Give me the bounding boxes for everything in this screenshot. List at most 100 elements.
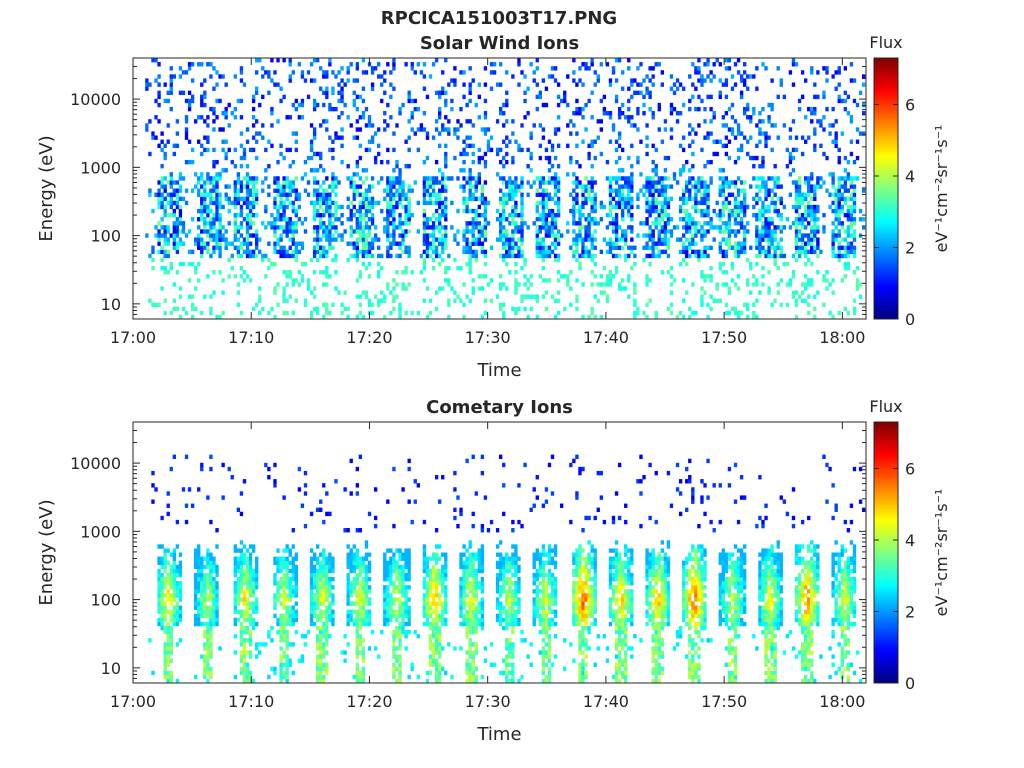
heatmap-cell [724, 253, 729, 259]
heatmap-cell [596, 298, 600, 303]
heatmap-cell [575, 180, 579, 185]
heatmap-cell [474, 225, 478, 230]
heatmap-cell [569, 159, 573, 165]
heatmap-cell [605, 294, 610, 299]
heatmap-cell [682, 164, 686, 169]
heatmap-cell [621, 176, 625, 181]
heatmap-cell [230, 265, 234, 271]
heatmap-cell [499, 176, 503, 181]
heatmap-cell [255, 192, 259, 197]
heatmap-cell [166, 678, 170, 684]
heatmap-cell [166, 674, 170, 680]
heatmap-cell [590, 241, 594, 246]
heatmap-cell [297, 217, 302, 222]
heatmap-cell [721, 115, 725, 120]
heatmap-cell [471, 78, 475, 83]
heatmap-cell [395, 176, 399, 181]
heatmap-cell [166, 225, 170, 230]
heatmap-cell [212, 564, 216, 570]
heatmap-cell [627, 253, 631, 259]
heatmap-cell [733, 200, 738, 206]
heatmap-cell [715, 298, 719, 303]
heatmap-cell [184, 127, 189, 132]
heatmap-cell [251, 115, 256, 120]
heatmap-cell [767, 119, 771, 124]
heatmap-cell [660, 204, 664, 210]
heatmap-cell [218, 221, 222, 226]
heatmap-cell [398, 221, 402, 226]
heatmap-cell [721, 221, 725, 226]
heatmap-cell [819, 123, 823, 128]
heatmap-cell [334, 225, 338, 230]
heatmap-cell [767, 229, 771, 234]
heatmap-cell [810, 188, 814, 193]
heatmap-cell [419, 70, 424, 75]
heatmap-cell [233, 560, 237, 566]
heatmap-cell [727, 192, 732, 197]
heatmap-cell [727, 225, 732, 230]
heatmap-cell [367, 119, 372, 124]
heatmap-cell [712, 298, 716, 303]
heatmap-cell [758, 217, 762, 222]
heatmap-cell [325, 200, 329, 206]
heatmap-cell [578, 184, 582, 189]
heatmap-cell [483, 253, 488, 259]
colorbar-segment [874, 97, 898, 100]
heatmap-cell [434, 176, 439, 181]
heatmap-cell [233, 556, 237, 561]
heatmap-cell [822, 94, 826, 100]
heatmap-cell [688, 245, 692, 250]
heatmap-cell [349, 212, 353, 218]
heatmap-cell [810, 66, 814, 71]
heatmap-cell [239, 629, 244, 635]
colorbar-segment [874, 279, 898, 283]
heatmap-cell [373, 155, 378, 161]
heatmap-cell [239, 650, 244, 655]
heatmap-cell [312, 131, 317, 136]
heatmap-cell [209, 310, 213, 316]
heatmap-cell [553, 233, 558, 238]
heatmap-cell [505, 196, 509, 202]
heatmap-cell [245, 176, 250, 181]
heatmap-cell [300, 102, 305, 108]
heatmap-cell [200, 576, 204, 582]
heatmap-cell [166, 650, 170, 655]
heatmap-cell [639, 90, 643, 96]
heatmap-cell [279, 658, 283, 663]
heatmap-cell [285, 638, 289, 643]
heatmap-cell [178, 572, 183, 578]
heatmap-cell [172, 548, 176, 553]
heatmap-cell [810, 119, 814, 124]
heatmap-cell [575, 111, 579, 116]
heatmap-cell [846, 188, 851, 193]
heatmap-cell [194, 593, 198, 598]
heatmap-cell [462, 176, 466, 181]
heatmap-cell [190, 217, 195, 222]
heatmap-cell [181, 241, 186, 246]
heatmap-cell [611, 225, 616, 230]
heatmap-cell [541, 192, 546, 197]
heatmap-cell [157, 593, 161, 598]
heatmap-cell [279, 601, 283, 606]
heatmap-cell [663, 225, 668, 230]
heatmap-cell [758, 119, 762, 124]
heatmap-cell [465, 237, 469, 242]
heatmap-cell [654, 147, 658, 153]
heatmap-cell [572, 208, 576, 214]
heatmap-cell [520, 217, 524, 222]
heatmap-cell [697, 257, 701, 263]
heatmap-cell [636, 82, 640, 87]
heatmap-cell [505, 180, 509, 185]
heatmap-cell [352, 188, 356, 193]
heatmap-cell [849, 217, 854, 222]
heatmap-cell [474, 208, 478, 214]
heatmap-cell [251, 589, 256, 594]
heatmap-cell [203, 581, 207, 586]
heatmap-cell [709, 294, 713, 299]
heatmap-cell [206, 123, 210, 128]
heatmap-cell [779, 278, 783, 283]
heatmap-cell [169, 261, 173, 267]
heatmap-cell [645, 253, 649, 259]
heatmap-cell [727, 212, 732, 218]
heatmap-cell [197, 572, 201, 578]
